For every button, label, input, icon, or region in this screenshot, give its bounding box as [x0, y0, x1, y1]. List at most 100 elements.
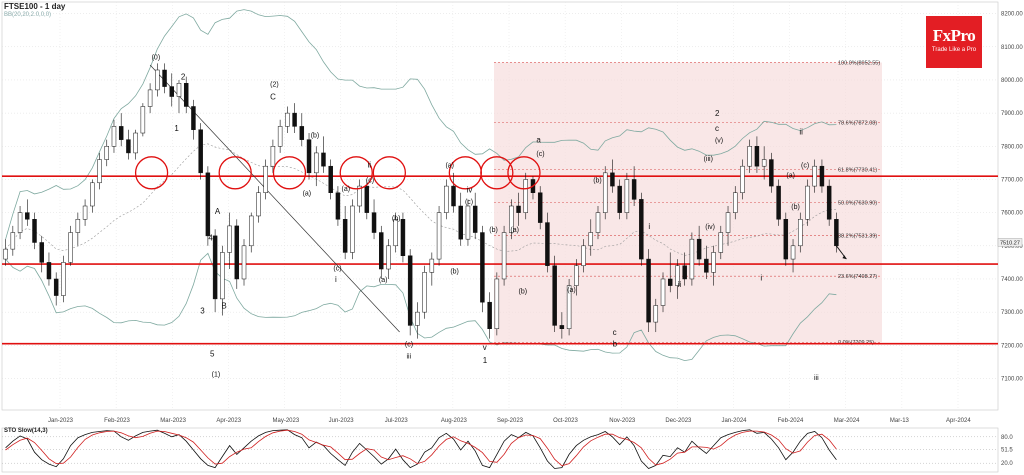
candle-body	[675, 265, 680, 286]
x-tick-label: Mar-2024	[834, 418, 860, 424]
candle-body	[25, 212, 30, 220]
candle-body	[617, 185, 622, 213]
y-tick-label: 7700.00	[1001, 177, 1023, 183]
wave-label: 1	[483, 356, 488, 365]
candle-body	[552, 265, 557, 326]
wave-label: (a)	[342, 186, 351, 193]
x-tick-label: Dec-2023	[665, 418, 692, 424]
wave-label: 2	[715, 109, 720, 118]
candle-body	[82, 205, 88, 220]
candle-body	[39, 242, 44, 263]
candle-body	[667, 278, 673, 286]
wave-label: v	[483, 343, 487, 352]
x-tick-label: Apr-2024	[946, 418, 971, 424]
x-tick-label: Nov-2023	[609, 418, 636, 424]
fibonacci-label: 100.0%(8052.55)	[838, 61, 880, 67]
candle-body	[574, 265, 579, 286]
x-tick-label: Mar-13	[890, 418, 910, 424]
candle-body	[711, 252, 716, 273]
candle-body	[790, 245, 796, 260]
candle-body	[61, 262, 66, 296]
candle-body	[812, 165, 817, 187]
candle-body	[328, 165, 333, 193]
highlight-circle	[218, 156, 252, 190]
x-tick-label: Aug-2023	[441, 418, 468, 424]
candle-body	[162, 69, 167, 87]
candle-body	[725, 212, 731, 233]
y-tick-label: 7200.00	[1001, 343, 1023, 349]
y-tick-label: 8000.00	[1001, 78, 1023, 84]
wave-label: (b)	[791, 204, 800, 211]
y-tick-label: 8200.00	[1001, 12, 1023, 18]
highlight-circle	[272, 156, 307, 190]
wave-label: (b)	[519, 289, 528, 296]
candle-body	[740, 165, 745, 193]
wave-label: a	[536, 136, 541, 145]
candle-body	[581, 245, 586, 266]
fibonacci-label: 61.8%(7730.41)	[838, 167, 877, 173]
wave-label: (b)	[392, 216, 401, 223]
x-tick-label: Oct-2023	[553, 418, 578, 424]
wave-label: B	[221, 302, 226, 311]
candle-body	[3, 248, 8, 260]
bollinger-lower-band	[5, 252, 837, 362]
x-tick-label: Feb-2024	[778, 418, 804, 424]
fibonacci-label: 38.2%(7531.39)	[838, 233, 877, 239]
candle-body	[234, 225, 240, 280]
wave-label: ii	[368, 161, 372, 170]
x-tick-label: Jul-2023	[385, 418, 409, 424]
x-tick-label: Mar-2023	[160, 418, 186, 424]
candle-body	[754, 146, 760, 167]
wave-label: i	[335, 275, 337, 284]
x-tick-label: Sep-2023	[497, 418, 524, 424]
candle-body	[602, 172, 608, 213]
candle-body	[46, 262, 52, 280]
candle-body	[776, 185, 781, 220]
candle-body	[516, 205, 521, 213]
x-tick-label: Apr-2023	[216, 418, 241, 424]
y-tick-label: 7400.00	[1001, 277, 1023, 283]
candle-body	[169, 86, 175, 97]
wave-label: (b)	[450, 269, 459, 276]
current-price-label: 7510.27	[1000, 240, 1020, 246]
candle-body	[379, 232, 384, 270]
candle-body	[53, 278, 59, 296]
wave-label: (2)	[270, 81, 279, 88]
candle-body	[118, 126, 124, 140]
candle-body	[545, 222, 550, 266]
candle-body	[176, 83, 182, 97]
x-tick-label: Jan-2024	[722, 418, 748, 424]
candle-body	[472, 205, 478, 233]
stochastic-level-label: 80.0	[1001, 435, 1013, 441]
wave-label: C	[270, 93, 276, 102]
x-tick-label: Jun-2023	[329, 418, 355, 424]
wave-label: ii	[678, 280, 682, 289]
candle-body	[386, 245, 391, 270]
wave-label: (c)	[405, 342, 413, 349]
highlight-circle	[448, 156, 482, 190]
candle-body	[826, 185, 832, 220]
fxpro-tagline: Trade Like a Pro	[931, 47, 977, 53]
wave-label: (iv)	[705, 224, 715, 231]
candle-body	[523, 179, 528, 213]
wave-label: (a)	[510, 227, 519, 234]
candle-body	[646, 258, 651, 323]
wave-label: (0)	[152, 55, 161, 62]
x-tick-label: Jan-2023	[48, 418, 74, 424]
candle-body	[696, 238, 702, 260]
candle-body	[350, 205, 355, 253]
wave-label: 5	[210, 350, 215, 359]
candle-body	[769, 159, 774, 187]
candle-body	[805, 185, 810, 220]
wave-label: iii	[406, 353, 411, 360]
projection-arrowhead	[842, 255, 847, 260]
bollinger-label: BB(20,20,2.0,0,0)	[4, 12, 52, 18]
candle-body	[660, 278, 666, 306]
wave-label: (v)	[715, 138, 723, 145]
wave-label: c	[715, 124, 719, 133]
candle-body	[155, 69, 160, 91]
candle-body	[306, 139, 312, 174]
wave-label: 1	[174, 124, 179, 133]
candle-body	[212, 235, 218, 300]
candle-body	[342, 219, 348, 253]
